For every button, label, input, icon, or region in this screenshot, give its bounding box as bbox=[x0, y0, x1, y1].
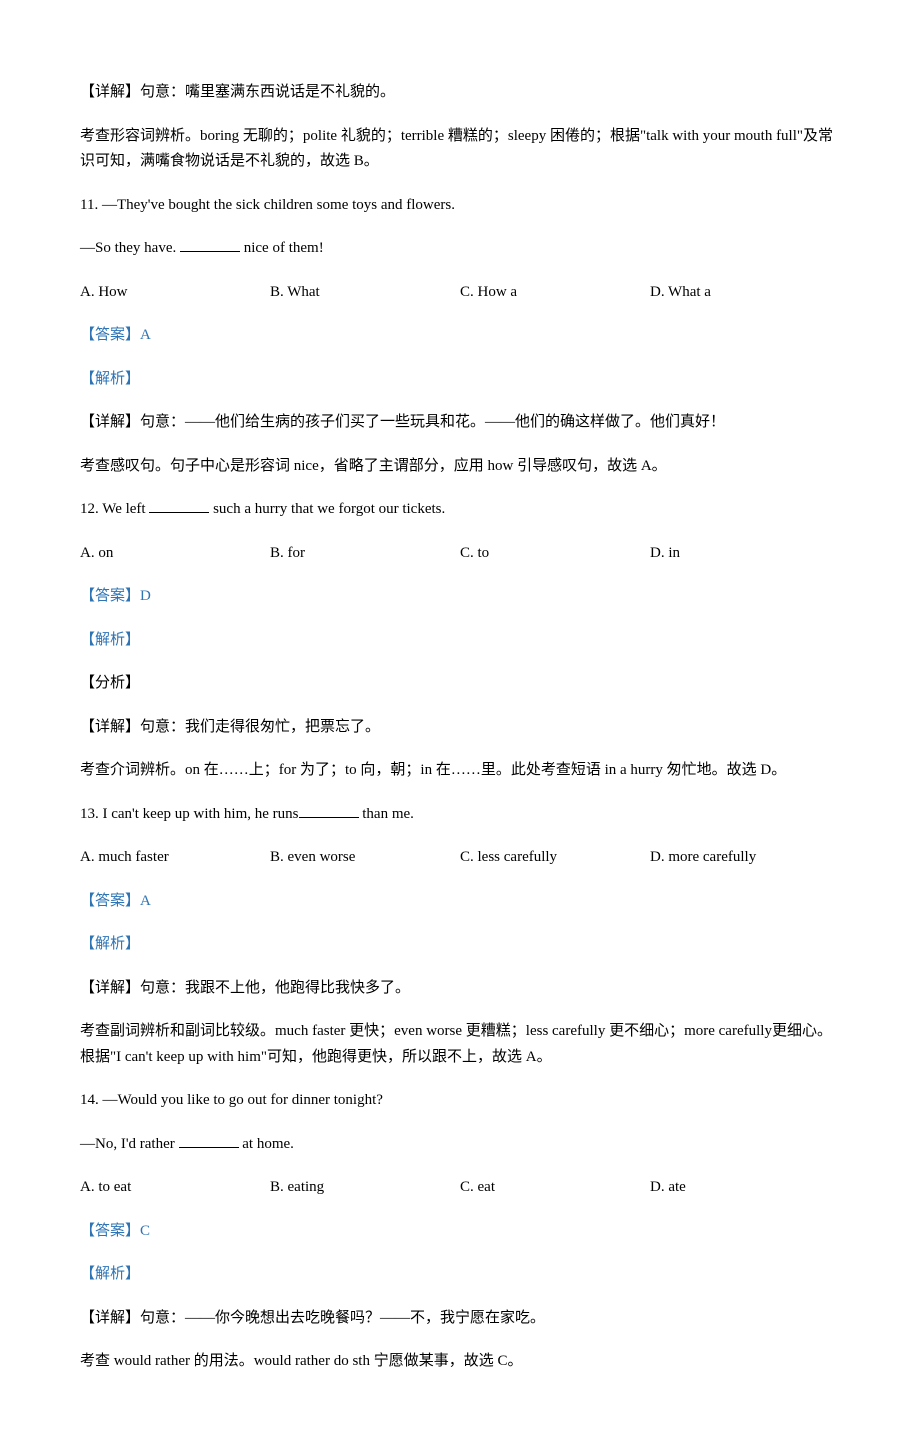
q10-detail: 【详解】句意：嘴里塞满东西说话是不礼貌的。 bbox=[80, 80, 840, 106]
q14-choice-d: D. ate bbox=[650, 1175, 840, 1201]
q14-analysis-label: 【解析】 bbox=[80, 1262, 840, 1288]
q12-choice-a: A. on bbox=[80, 541, 270, 567]
q14-choice-a: A. to eat bbox=[80, 1175, 270, 1201]
q12-explain: 考查介词辨析。on 在……上；for 为了；to 向，朝；in 在……里。此处考… bbox=[80, 758, 840, 784]
q11-num: 11. bbox=[80, 197, 102, 213]
blank bbox=[299, 817, 359, 818]
q14-stem-b-pre: —No, I'd rather bbox=[80, 1136, 179, 1152]
q14-stem-a-text: —Would you like to go out for dinner ton… bbox=[103, 1092, 383, 1108]
q13-stem: 13. I can't keep up with him, he runs th… bbox=[80, 802, 840, 828]
q11-answer: 【答案】A bbox=[80, 323, 840, 349]
q13-analysis-label: 【解析】 bbox=[80, 932, 840, 958]
q11-explain: 考查感叹句。句子中心是形容词 nice，省略了主谓部分，应用 how 引导感叹句… bbox=[80, 454, 840, 480]
q14-stem-b-post: at home. bbox=[239, 1136, 294, 1152]
q11-stem-b-post: nice of them! bbox=[240, 240, 324, 256]
q13-stem-post: than me. bbox=[359, 806, 414, 822]
q12-choice-c: C. to bbox=[460, 541, 650, 567]
q14-choice-c: C. eat bbox=[460, 1175, 650, 1201]
q13-answer: 【答案】A bbox=[80, 889, 840, 915]
q12-fenxi: 【分析】 bbox=[80, 671, 840, 697]
q13-choice-d: D. more carefully bbox=[650, 845, 840, 871]
q12-analysis-label: 【解析】 bbox=[80, 628, 840, 654]
q14-choice-b: B. eating bbox=[270, 1175, 460, 1201]
q13-choice-b: B. even worse bbox=[270, 845, 460, 871]
q11-stem-b-pre: —So they have. bbox=[80, 240, 180, 256]
q13-choices: A. much faster B. even worse C. less car… bbox=[80, 845, 840, 871]
q11-choice-d: D. What a bbox=[650, 280, 840, 306]
q13-detail: 【详解】句意：我跟不上他，他跑得比我快多了。 bbox=[80, 976, 840, 1002]
q12-answer: 【答案】D bbox=[80, 584, 840, 610]
q11-stem-a-text: —They've bought the sick children some t… bbox=[102, 197, 455, 213]
q11-choice-a: A. How bbox=[80, 280, 270, 306]
q11-choices: A. How B. What C. How a D. What a bbox=[80, 280, 840, 306]
q13-explain: 考查副词辨析和副词比较级。much faster 更快；even worse 更… bbox=[80, 1019, 840, 1070]
q12-detail: 【详解】句意：我们走得很匆忙，把票忘了。 bbox=[80, 715, 840, 741]
q13-choice-c: C. less carefully bbox=[460, 845, 650, 871]
q11-choice-b: B. What bbox=[270, 280, 460, 306]
blank bbox=[149, 512, 209, 513]
q14-stem-a: 14. —Would you like to go out for dinner… bbox=[80, 1088, 840, 1114]
q11-detail: 【详解】句意：——他们给生病的孩子们买了一些玩具和花。——他们的确这样做了。他们… bbox=[80, 410, 840, 436]
q12-choice-b: B. for bbox=[270, 541, 460, 567]
q14-choices: A. to eat B. eating C. eat D. ate bbox=[80, 1175, 840, 1201]
q12-choice-d: D. in bbox=[650, 541, 840, 567]
q14-answer: 【答案】C bbox=[80, 1219, 840, 1245]
q11-stem-b: —So they have. nice of them! bbox=[80, 236, 840, 262]
q12-stem-post: such a hurry that we forgot our tickets. bbox=[209, 501, 445, 517]
q13-num: 13. bbox=[80, 806, 103, 822]
q12-stem: 12. We left such a hurry that we forgot … bbox=[80, 497, 840, 523]
q11-stem-a: 11. —They've bought the sick children so… bbox=[80, 193, 840, 219]
q12-stem-pre: We left bbox=[102, 501, 149, 517]
blank bbox=[179, 1147, 239, 1148]
q13-stem-pre: I can't keep up with him, he runs bbox=[103, 806, 299, 822]
q12-num: 12. bbox=[80, 501, 102, 517]
q11-analysis-label: 【解析】 bbox=[80, 367, 840, 393]
q14-num: 14. bbox=[80, 1092, 103, 1108]
q14-explain: 考查 would rather 的用法。would rather do sth … bbox=[80, 1349, 840, 1375]
q14-stem-b: —No, I'd rather at home. bbox=[80, 1132, 840, 1158]
q12-choices: A. on B. for C. to D. in bbox=[80, 541, 840, 567]
q11-choice-c: C. How a bbox=[460, 280, 650, 306]
q13-choice-a: A. much faster bbox=[80, 845, 270, 871]
blank bbox=[180, 251, 240, 252]
q10-explain: 考查形容词辨析。boring 无聊的；polite 礼貌的；terrible 糟… bbox=[80, 124, 840, 175]
q14-detail: 【详解】句意：——你今晚想出去吃晚餐吗？——不，我宁愿在家吃。 bbox=[80, 1306, 840, 1332]
